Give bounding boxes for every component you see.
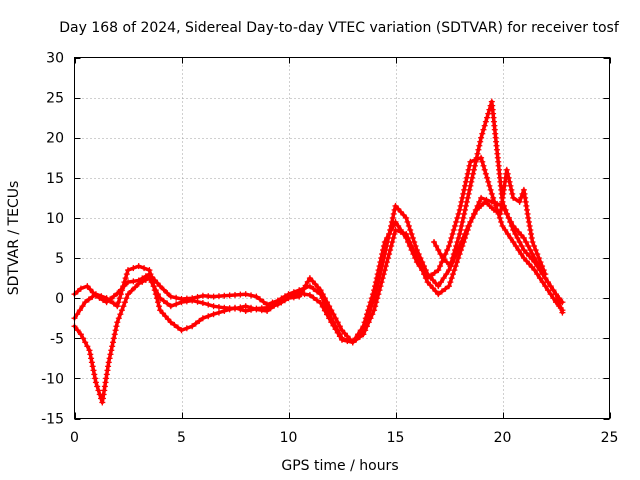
chart-title: Day 168 of 2024, Sidereal Day-to-day VTE… — [59, 20, 620, 36]
x-tick-label: 20 — [494, 430, 512, 446]
y-axis-label: SDTVAR / TECUs — [6, 181, 22, 296]
y-tick-label: 10 — [46, 211, 64, 227]
y-tick-label: -5 — [50, 331, 64, 347]
y-tick-label: 25 — [46, 91, 64, 107]
x-tick-label: 25 — [601, 430, 619, 446]
x-tick-label: 10 — [280, 430, 298, 446]
y-tick-label: 20 — [46, 131, 64, 147]
axes: 0 5 10 15 20 25 -15 -10 -5 0 5 10 15 20 25 30 — [41, 51, 618, 447]
x-tick-label: 15 — [387, 430, 405, 446]
y-tick-label: 15 — [46, 171, 64, 187]
plot-frame — [74, 57, 610, 419]
y-tick-label: -10 — [41, 371, 64, 387]
x-axis-label: GPS time / hours — [281, 458, 398, 474]
y-tick-label: -15 — [41, 412, 64, 428]
series-track-4 — [431, 166, 549, 278]
x-tick-label: 5 — [177, 430, 186, 446]
plot-area — [71, 98, 566, 406]
y-tick-label: 0 — [55, 291, 64, 307]
y-tick-label: 30 — [46, 51, 64, 67]
x-tick-label: 0 — [70, 430, 79, 446]
y-tick-label: 5 — [55, 251, 64, 267]
grid — [74, 57, 610, 419]
